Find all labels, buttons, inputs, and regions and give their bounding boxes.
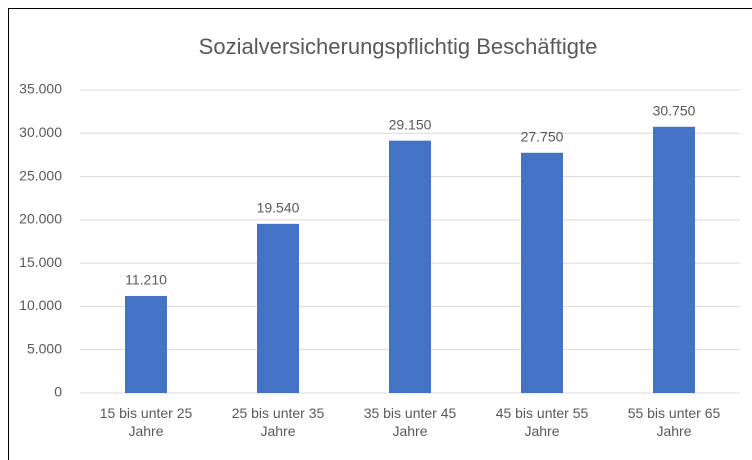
data-label: 11.210 (125, 272, 167, 288)
y-tick-label: 5.000 (27, 340, 62, 356)
x-tick-label: 15 bis unter 25 Jahre (99, 405, 193, 439)
y-tick-label: 15.000 (19, 254, 62, 270)
x-tick-label: 25 bis unter 35 Jahre (231, 405, 325, 439)
data-label: 19.540 (257, 200, 300, 216)
y-tick-label: 0 (54, 384, 62, 400)
chart-title: Sozialversicherungspflichtig Beschäftigt… (199, 34, 598, 59)
bar (125, 295, 167, 393)
data-label: 30.750 (653, 102, 696, 118)
bar (521, 152, 563, 393)
y-tick-label: 20.000 (19, 211, 62, 227)
x-tick-label: 35 bis unter 45 Jahre (363, 405, 457, 439)
chart-border (8, 8, 752, 460)
x-tick-label: 55 bis unter 65 Jahre (627, 405, 721, 439)
x-tick-label: 45 bis unter 55 Jahre (495, 405, 589, 439)
y-tick-label: 30.000 (19, 124, 62, 140)
bar (257, 223, 299, 393)
y-tick-label: 10.000 (19, 297, 62, 313)
bar (389, 140, 431, 393)
data-label: 27.750 (521, 128, 564, 144)
bar (653, 126, 695, 394)
data-label: 29.150 (389, 116, 432, 132)
y-tick-label: 25.000 (19, 167, 62, 183)
y-tick-label: 35.000 (19, 81, 62, 97)
